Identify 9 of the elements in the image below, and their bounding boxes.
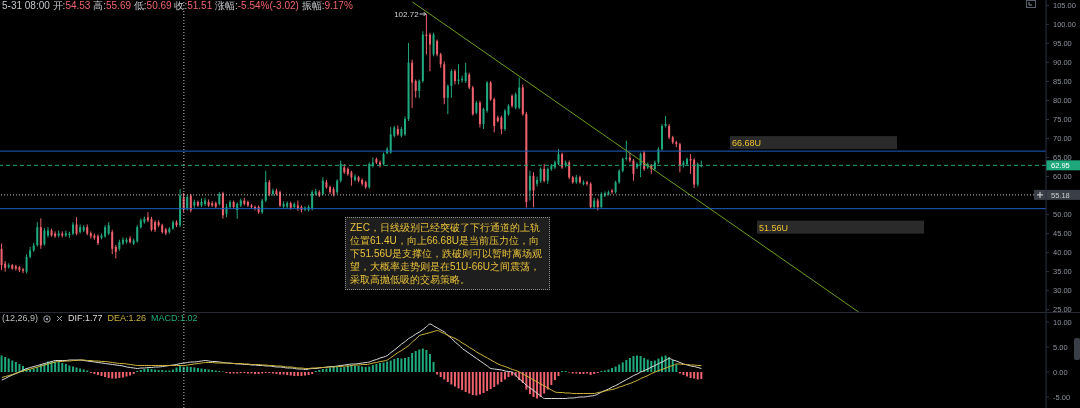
text: DIF:1.77 xyxy=(68,313,103,324)
annotation: 102.72 xyxy=(394,10,420,19)
text: DEA:1.26 xyxy=(107,313,147,324)
chart-title: (12,26,9) xyxy=(2,313,39,324)
text: MACD:1.02 xyxy=(151,313,198,324)
text: 5-31 08:00 开:54.53 高:55.69 低:50.69 收:51.51 涨幅:-5.54%(-3.02) 振幅:9.17% xyxy=(2,0,353,11)
ref-line-label: 51.56U xyxy=(759,222,789,233)
annotation: ZEC，日线级别已经突破了下行通道的上轨位置61.4U，向上66.68U是当前压力位，向下51.56U是支撑位，跌破则可以暂时离场观望，大概率走势则是在51U-66U之间震荡，采取高抛低吸的交易策略。 xyxy=(345,217,550,290)
ref-line-label: 66.68U xyxy=(732,138,762,149)
